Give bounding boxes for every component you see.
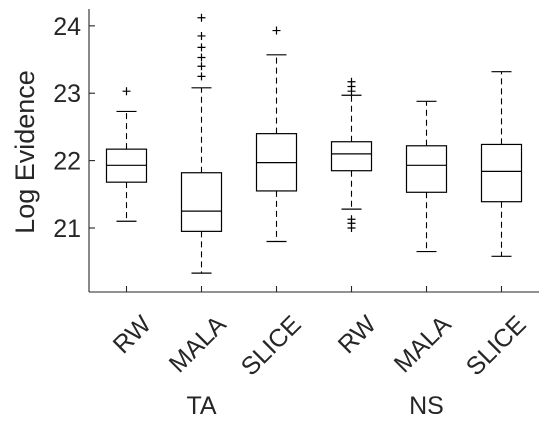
outlier-point <box>197 72 206 81</box>
outlier-point <box>272 26 281 35</box>
iqr-box <box>180 172 223 232</box>
outlier-point <box>197 43 206 52</box>
outlier-point <box>122 87 131 96</box>
x-category-label: RW <box>333 310 382 359</box>
x-category-label: MALA <box>164 310 232 378</box>
outlier-point <box>197 31 206 40</box>
y-tick-label: 23 <box>53 80 81 108</box>
outlier-point <box>197 62 206 71</box>
outlier-point <box>347 77 356 86</box>
y-axis-label: Log Evidence <box>10 70 40 234</box>
y-tick-label: 21 <box>53 215 81 243</box>
x-category-label: RW <box>108 310 157 359</box>
outlier-point <box>197 53 206 62</box>
iqr-box <box>330 141 373 172</box>
y-tick-label: 24 <box>53 13 81 41</box>
group-label: NS <box>409 392 444 420</box>
outlier-point <box>197 13 206 22</box>
iqr-box <box>480 143 523 203</box>
x-category-label: MALA <box>389 310 457 378</box>
iqr-box <box>405 145 448 193</box>
x-category-label: SLICE <box>236 310 307 381</box>
outlier-point <box>347 215 356 224</box>
y-tick-label: 22 <box>53 148 81 176</box>
group-label: TA <box>186 392 216 420</box>
x-category-label: SLICE <box>461 310 532 381</box>
